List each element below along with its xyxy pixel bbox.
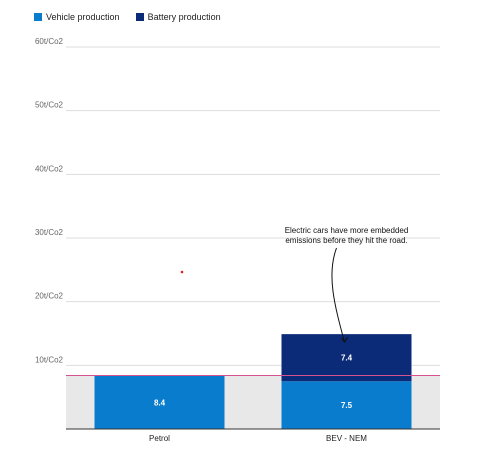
annotation-text: Electric cars have more embedded (285, 226, 409, 235)
x-category-label: BEV - NEM (326, 434, 367, 443)
y-tick-label: 40t/Co2 (35, 164, 64, 173)
y-tick-label: 50t/Co2 (35, 101, 64, 110)
marker-dot (180, 270, 184, 274)
y-tick-label: 20t/Co2 (35, 292, 64, 301)
annotation-arrowhead (341, 336, 348, 344)
bar-segment (281, 381, 412, 429)
y-tick-label: 30t/Co2 (35, 228, 64, 237)
legend-item-battery-production[interactable]: Battery production (135, 12, 221, 22)
annotation-text: emissions before they hit the road. (285, 236, 407, 245)
y-tick-label: 10t/Co2 (35, 355, 64, 364)
legend-label-battery: Battery production (147, 12, 221, 22)
data-label: 7.5 (341, 401, 353, 410)
chart-legend: Vehicle production Battery production (34, 12, 221, 22)
data-label: 7.4 (341, 354, 353, 363)
data-label: 8.4 (154, 398, 166, 407)
bar-segment (281, 334, 412, 382)
legend-item-vehicle-production[interactable]: Vehicle production (34, 12, 120, 22)
y-tick-label: 60t/Co2 (35, 37, 64, 46)
legend-swatch-battery (135, 13, 144, 21)
legend-swatch-vehicle (34, 13, 42, 21)
bar-segment (94, 375, 225, 429)
annotation-pointer (331, 247, 345, 343)
x-category-label: Petrol (149, 434, 170, 443)
legend-label-vehicle: Vehicle production (46, 12, 120, 22)
